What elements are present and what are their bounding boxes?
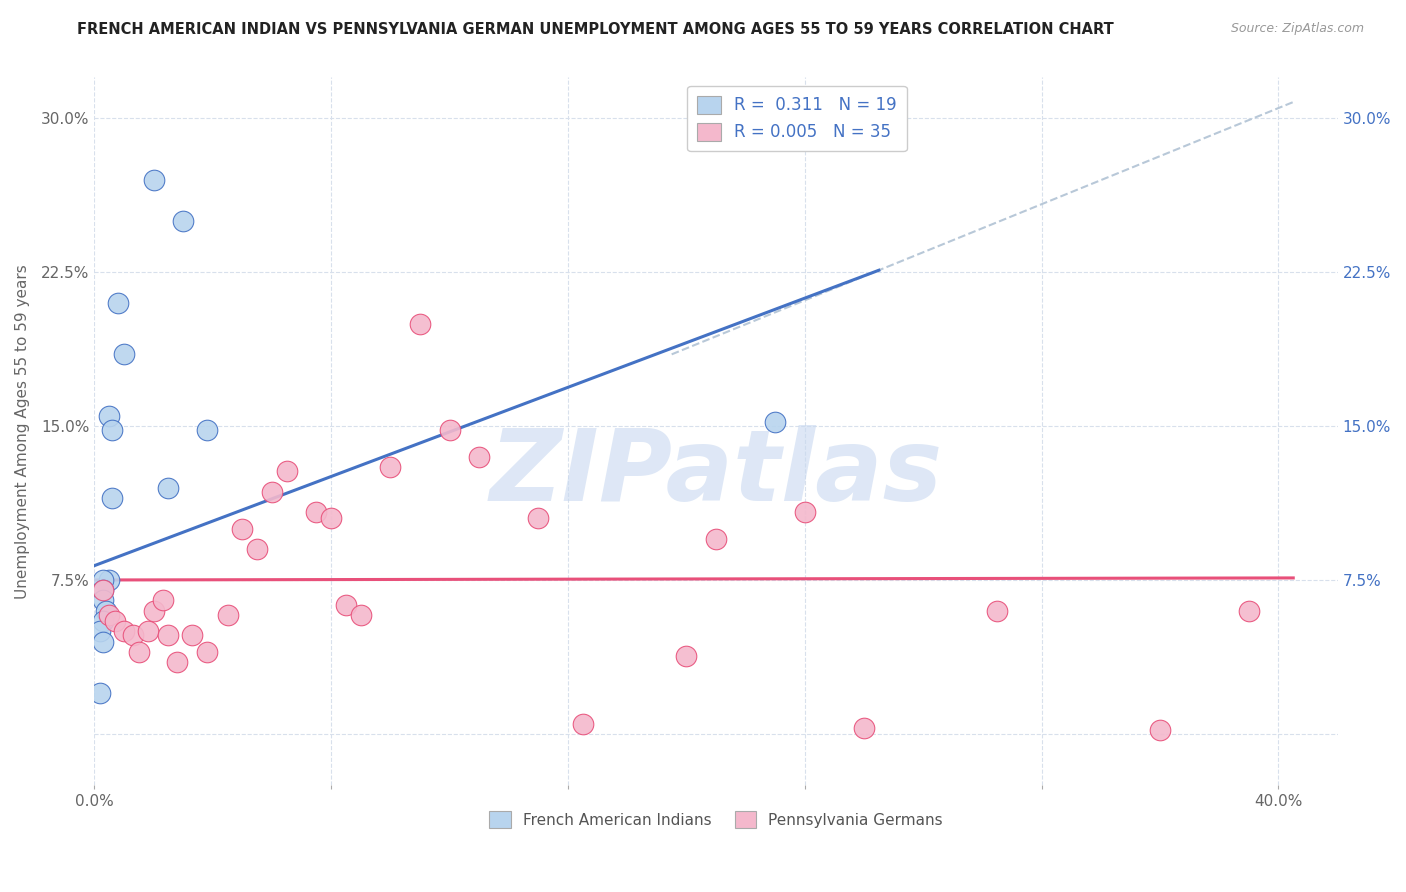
Point [157,481,180,495]
Point [104,614,127,628]
Point [166,655,188,669]
Point [231,522,253,536]
Point [107,296,129,310]
Y-axis label: Unemployment Among Ages 55 to 59 years: Unemployment Among Ages 55 to 59 years [15,264,30,599]
Legend: French American Indians, Pennsylvania Germans: French American Indians, Pennsylvania Ge… [484,805,949,834]
Point [675,648,697,663]
Point [321,511,343,525]
Point [128,645,150,659]
Point [93,593,115,607]
Point [89,686,111,700]
Point [157,628,180,642]
Point [152,593,174,607]
Point [96,604,118,618]
Point [217,607,239,622]
Point [468,450,491,464]
Point [142,173,165,187]
Point [98,409,121,423]
Point [246,542,269,557]
Point [350,607,373,622]
Text: ZIPatlas: ZIPatlas [489,425,942,522]
Point [112,347,135,361]
Point [122,628,145,642]
Point [853,721,876,735]
Text: FRENCH AMERICAN INDIAN VS PENNSYLVANIA GERMAN UNEMPLOYMENT AMONG AGES 55 TO 59 Y: FRENCH AMERICAN INDIAN VS PENNSYLVANIA G… [77,22,1114,37]
Point [793,505,815,519]
Point [262,484,284,499]
Point [276,464,298,478]
Point [195,423,218,437]
Text: Source: ZipAtlas.com: Source: ZipAtlas.com [1230,22,1364,36]
Point [93,583,115,598]
Point [704,532,727,546]
Point [112,624,135,639]
Point [335,598,357,612]
Point [380,460,402,475]
Point [195,645,218,659]
Point [142,604,165,618]
Point [89,624,111,639]
Point [98,607,121,622]
Point [93,583,115,598]
Point [439,423,461,437]
Point [409,317,432,331]
Point [101,491,124,505]
Point [1237,604,1260,618]
Point [527,511,550,525]
Point [986,604,1008,618]
Point [181,628,204,642]
Point [1149,723,1171,737]
Point [93,573,115,587]
Point [93,634,115,648]
Point [98,573,121,587]
Point [93,614,115,628]
Point [763,415,786,429]
Point [572,716,595,731]
Point [136,624,159,639]
Point [172,214,194,228]
Point [101,423,124,437]
Point [305,505,328,519]
